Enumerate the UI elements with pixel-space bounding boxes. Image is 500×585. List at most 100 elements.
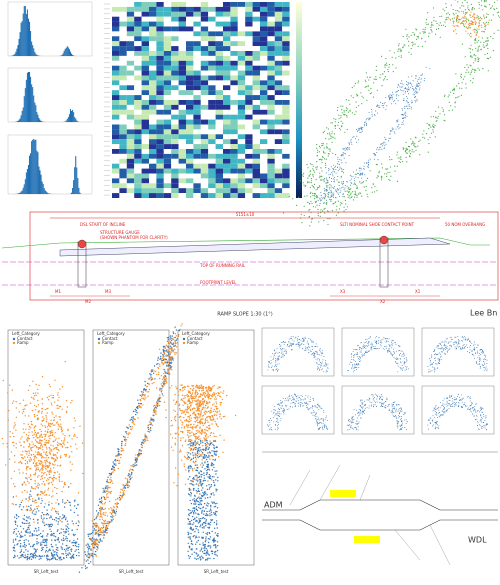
cell xyxy=(112,105,119,110)
point xyxy=(320,179,321,180)
point xyxy=(389,172,390,173)
point xyxy=(15,504,16,505)
point xyxy=(21,502,22,503)
point xyxy=(58,429,59,430)
point xyxy=(348,100,349,101)
point xyxy=(28,459,29,460)
point xyxy=(426,19,427,20)
point xyxy=(76,448,77,449)
point xyxy=(343,114,344,115)
point xyxy=(335,189,336,190)
cell xyxy=(112,169,119,174)
point xyxy=(391,97,392,98)
point xyxy=(22,451,23,452)
hist-bar xyxy=(66,48,67,56)
point xyxy=(366,86,367,87)
point xyxy=(349,147,350,148)
point xyxy=(469,48,470,49)
point xyxy=(400,51,401,52)
point xyxy=(337,110,338,111)
cell xyxy=(127,129,134,134)
cell xyxy=(238,95,245,100)
point xyxy=(145,385,146,386)
cell xyxy=(216,61,223,66)
cell xyxy=(142,76,149,81)
cell xyxy=(112,17,119,22)
point xyxy=(347,206,348,207)
point xyxy=(37,535,38,536)
point xyxy=(176,352,177,353)
point xyxy=(159,359,160,360)
point xyxy=(51,412,52,413)
point xyxy=(311,180,312,181)
point xyxy=(410,87,411,88)
point xyxy=(468,19,469,20)
cell xyxy=(171,174,178,179)
point xyxy=(181,325,182,326)
point xyxy=(114,512,115,513)
point xyxy=(45,409,46,410)
point xyxy=(337,167,338,168)
point xyxy=(433,116,434,117)
point xyxy=(44,555,45,556)
point xyxy=(309,182,310,183)
point xyxy=(479,46,480,47)
cell xyxy=(275,169,282,174)
point xyxy=(57,530,58,531)
point xyxy=(22,458,23,459)
point xyxy=(453,30,454,31)
point xyxy=(24,540,25,541)
cell xyxy=(193,46,200,51)
point xyxy=(61,427,62,428)
cell xyxy=(282,154,289,159)
point xyxy=(49,529,50,530)
point xyxy=(140,400,141,401)
point xyxy=(316,196,317,197)
point xyxy=(329,134,330,135)
point xyxy=(418,86,419,87)
cell xyxy=(201,17,208,22)
cell xyxy=(230,12,237,17)
point xyxy=(407,34,408,35)
point xyxy=(353,136,354,137)
point xyxy=(340,202,341,203)
cell xyxy=(156,76,163,81)
cell xyxy=(201,95,208,100)
cell xyxy=(201,129,208,134)
point xyxy=(345,153,346,154)
point xyxy=(145,389,146,390)
point xyxy=(481,31,482,32)
cell xyxy=(112,56,119,61)
point xyxy=(473,13,474,14)
point xyxy=(417,86,418,87)
point xyxy=(347,186,348,187)
signature: Lee Bn xyxy=(470,309,497,318)
point xyxy=(339,196,340,197)
point xyxy=(402,108,403,109)
point xyxy=(49,384,50,385)
point xyxy=(113,461,114,462)
cell xyxy=(282,31,289,36)
point xyxy=(126,439,127,440)
cell xyxy=(112,66,119,71)
point xyxy=(51,539,52,540)
point xyxy=(24,557,25,558)
point xyxy=(104,498,105,499)
point xyxy=(100,514,101,515)
cell xyxy=(245,134,252,139)
point xyxy=(417,84,418,85)
cell xyxy=(260,46,267,51)
point xyxy=(362,173,363,174)
cell xyxy=(275,41,282,46)
cell xyxy=(134,66,141,71)
hist-bar xyxy=(31,141,32,194)
point xyxy=(46,509,47,510)
point xyxy=(21,531,22,532)
cell xyxy=(156,36,163,41)
point xyxy=(427,123,428,124)
point xyxy=(38,404,39,405)
cell xyxy=(179,22,186,27)
point xyxy=(144,381,145,382)
point xyxy=(42,519,43,520)
point xyxy=(117,503,118,504)
